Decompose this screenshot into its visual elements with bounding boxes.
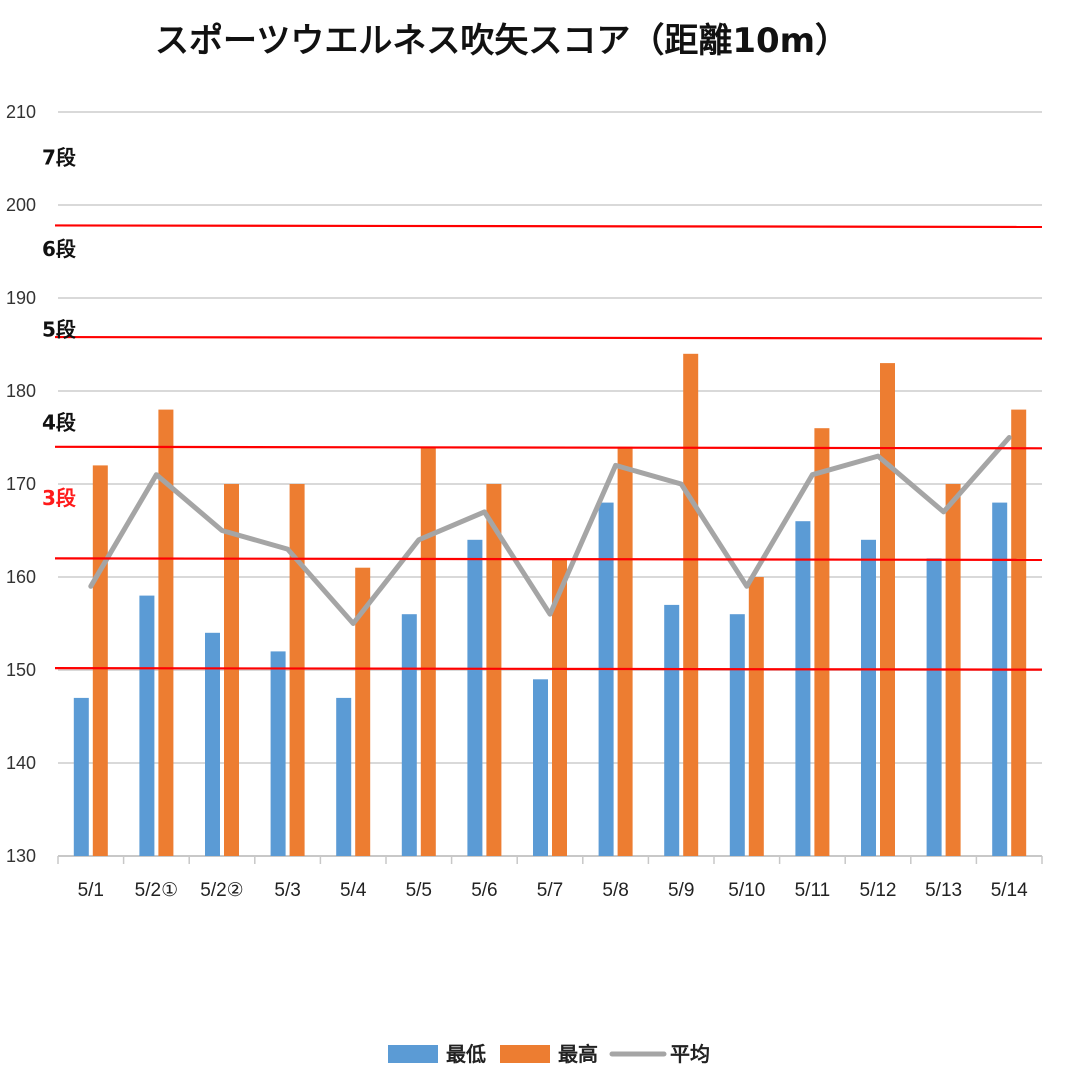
rank-label: 4段 [42, 411, 76, 435]
bar-最低-5/2① [139, 595, 155, 856]
bar-最高-5/1 [92, 465, 108, 856]
x-tick-label: 5/13 [925, 880, 962, 901]
bar-最低-5/2② [205, 632, 220, 856]
point-平均-5/8 [614, 463, 618, 467]
legend-swatch-最低 [388, 1045, 438, 1063]
legend-label-最高: 最高 [558, 1042, 598, 1066]
bar-最高-5/7 [552, 558, 567, 856]
bar-最低-5/12 [861, 539, 876, 856]
x-tick-label: 5/6 [471, 880, 497, 901]
bar-最低-5/13 [926, 558, 942, 856]
point-平均-5/13 [942, 510, 946, 514]
bar-最高-5/12 [880, 363, 895, 856]
x-tick-label: 5/10 [728, 880, 765, 901]
bar-最低-5/11 [795, 521, 811, 856]
legend-swatch-最高 [500, 1045, 550, 1063]
rank-threshold-line [54, 224, 1043, 229]
y-tick-label: 170 [6, 474, 36, 494]
bar-最低-5/3 [270, 651, 286, 856]
rank-label: 7段 [42, 146, 76, 170]
bar-最高-5/14 [1011, 409, 1027, 856]
y-tick-label: 160 [6, 567, 36, 587]
bar-最高-5/9 [683, 353, 699, 856]
bar-最高-5/10 [748, 577, 764, 856]
legend-label-平均: 平均 [670, 1042, 710, 1066]
x-axis: 5/1 5/2① 5/2② 5/3 5/4 5/5 5/6 5/7 5/8 5/9 5/10 5/11… [78, 880, 1029, 901]
bar-最高-5/4 [355, 567, 371, 856]
point-平均-5/9 [679, 482, 683, 486]
y-tick-label: 150 [6, 660, 36, 680]
rank-threshold-line [54, 335, 1043, 340]
rank-threshold-line [54, 557, 1043, 562]
x-tick-label: 5/5 [406, 880, 432, 901]
point-平均-5/2① [154, 473, 158, 477]
point-平均-5/5 [417, 538, 421, 542]
x-tick-label: 5/14 [991, 880, 1028, 901]
y-tick-label: 180 [6, 381, 36, 401]
point-平均-5/11 [810, 473, 814, 477]
bar-最高-5/6 [486, 484, 502, 856]
x-tick-label: 5/2② [200, 880, 243, 901]
point-平均-5/3 [286, 547, 290, 551]
bar-最高-5/3 [289, 484, 305, 856]
bar-最低-5/14 [992, 502, 1008, 856]
y-axis: 130 140 150 160 170 180 190 200 210 [6, 102, 36, 866]
x-tick-label: 5/4 [340, 880, 367, 901]
bar-最低-5/7 [533, 679, 548, 856]
x-tick-label: 5/1 [78, 880, 104, 901]
rank-threshold-line [54, 445, 1043, 450]
point-平均-5/1 [89, 584, 93, 588]
point-平均-5/6 [482, 510, 486, 514]
grid-layer [57, 111, 1043, 864]
point-平均-5/10 [745, 584, 749, 588]
y-tick-label: 130 [6, 846, 36, 866]
rank-label: 6段 [42, 237, 76, 261]
bar-最高-5/5 [420, 446, 436, 856]
bar-layer [73, 353, 1027, 856]
bar-最低-5/9 [664, 604, 680, 856]
x-tick-label: 5/9 [668, 880, 694, 901]
point-平均-5/12 [876, 454, 880, 458]
chart-title: スポーツウエルネス吹矢スコア（距離10m） [155, 21, 849, 61]
rank-label: 5段 [42, 318, 76, 342]
bar-最高-5/8 [617, 446, 633, 856]
bar-最低-5/1 [73, 697, 89, 856]
bar-最低-5/8 [598, 502, 614, 856]
bar-最低-5/5 [401, 614, 417, 856]
y-tick-label: 140 [6, 753, 36, 773]
point-平均-5/2② [220, 529, 224, 532]
line-layer [88, 435, 1012, 626]
bar-最低-5/4 [336, 697, 352, 856]
rank-threshold-lines [54, 224, 1043, 671]
y-tick-label: 190 [6, 288, 36, 308]
y-tick-label: 210 [6, 102, 36, 122]
point-平均-5/14 [1007, 436, 1011, 439]
x-tick-label: 5/12 [860, 880, 897, 901]
x-tick-label: 5/2① [135, 880, 178, 901]
x-tick-label: 5/3 [274, 880, 300, 901]
point-平均-5/4 [351, 622, 355, 625]
legend-label-最低: 最低 [446, 1042, 486, 1066]
bar-最高-5/2① [158, 409, 174, 856]
bar-最高-5/2② [224, 484, 239, 856]
rank-label: 3段 [42, 486, 76, 510]
x-tick-label: 5/7 [537, 880, 563, 901]
bar-最高-5/11 [814, 428, 830, 856]
x-tick-label: 5/11 [795, 880, 831, 901]
rank-labels: 7段 6段 5段 4段 3段 [42, 146, 76, 510]
rank-threshold-line [54, 667, 1043, 671]
y-tick-label: 200 [6, 195, 36, 215]
legend: 最低 最高 平均 [388, 1042, 710, 1066]
x-tick-label: 5/8 [602, 880, 628, 901]
bar-最低-5/6 [467, 539, 483, 856]
point-平均-5/7 [548, 612, 552, 616]
bar-最低-5/10 [729, 614, 745, 856]
